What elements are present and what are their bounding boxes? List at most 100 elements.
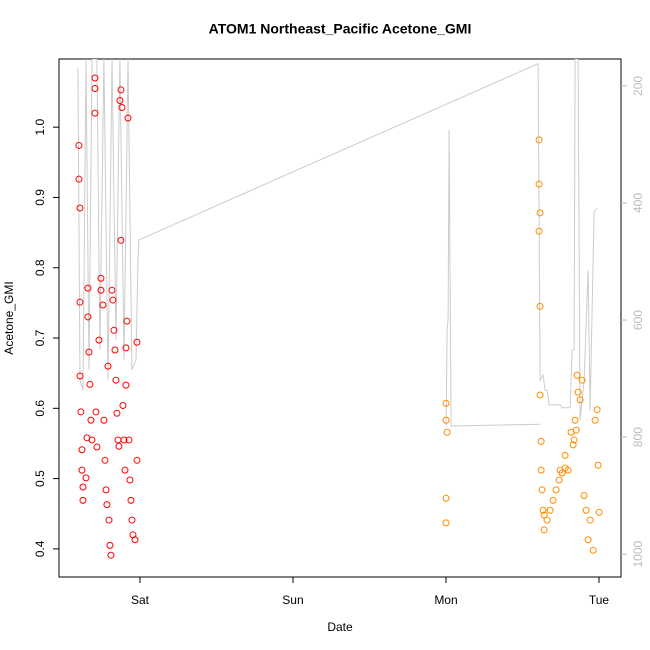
data-point [535,136,543,144]
data-point [124,114,132,122]
data-point [76,372,84,380]
data-point [569,441,577,449]
chart-title: ATOM1 Northeast_Pacific Acetone_GMI [209,21,472,37]
data-point [564,466,572,474]
data-point [443,428,451,436]
x-tick-label: Sun [282,593,303,607]
data-point [127,496,135,504]
y-tick-label: 0.8 [33,259,47,276]
data-point [99,301,107,309]
data-point [97,286,105,294]
y2-tick-label: 400 [631,193,645,213]
data-point [79,483,87,491]
y2-tick-label: 1000 [631,541,645,568]
data-point [582,506,590,514]
x-tick-label: Tue [589,593,610,607]
y2-tick-label: 800 [631,427,645,447]
data-point [93,443,101,451]
data-point [113,409,121,417]
data-point [558,469,566,477]
data-point [555,476,563,484]
data-point [102,486,110,494]
data-point [79,496,87,504]
data-point [133,456,141,464]
data-point [106,541,114,549]
data-point [100,416,108,424]
data-point [133,338,141,346]
pressure-line [77,59,598,427]
data-point [593,406,601,414]
data-point [570,436,578,444]
data-point [123,317,131,325]
data-point [97,274,105,282]
data-point [117,86,125,94]
data-point [91,109,99,117]
data-point [540,526,548,534]
data-point [121,466,129,474]
data-point [112,376,120,384]
data-point [536,209,544,217]
data-point [110,326,118,334]
data-point [543,516,551,524]
data-point [75,141,83,149]
data-point [87,416,95,424]
data-point [586,516,594,524]
y-tick-label: 0.4 [33,540,47,557]
data-point [122,381,130,389]
data-point [572,426,580,434]
data-point [78,466,86,474]
data-point [591,416,599,424]
data-point [95,336,103,344]
data-point [104,362,112,370]
data-point [536,302,544,310]
data-point [119,402,127,410]
data-point [539,506,547,514]
y-tick-label: 0.9 [33,189,47,206]
data-point [549,496,557,504]
data-point [91,85,99,93]
data-point [125,436,133,444]
data-point [88,436,96,444]
data-point [442,416,450,424]
data-point [118,103,126,111]
data-point [111,346,119,354]
y-tick-label: 0.7 [33,329,47,346]
data-point [576,396,584,404]
data-point [538,486,546,494]
data-point [116,96,124,104]
data-point [535,227,543,235]
data-point [105,516,113,524]
data-point [535,180,543,188]
data-point [537,437,545,445]
data-point [589,546,597,554]
data-point [91,74,99,82]
data-point [114,436,122,444]
data-point [75,175,83,183]
data-point [595,508,603,516]
data-point [131,536,139,544]
data-point [86,380,94,388]
data-point [126,476,134,484]
data-point [120,436,128,444]
y-tick-label: 1.0 [33,119,47,136]
data-point [84,313,92,321]
data-point [574,388,582,396]
data-point [442,519,450,527]
data-point [561,451,569,459]
data-point [580,491,588,499]
plot-frame [58,58,622,578]
data-point [552,486,560,494]
data-point [82,474,90,482]
data-point [84,284,92,292]
data-point [107,551,115,559]
data-point [573,371,581,379]
data-point [571,416,579,424]
data-point [108,286,116,294]
data-point [76,298,84,306]
data-point [117,236,125,244]
x-tick-label: Mon [434,593,457,607]
x-tick-label: Sat [131,593,150,607]
data-point [578,376,586,384]
data-point [122,344,130,352]
